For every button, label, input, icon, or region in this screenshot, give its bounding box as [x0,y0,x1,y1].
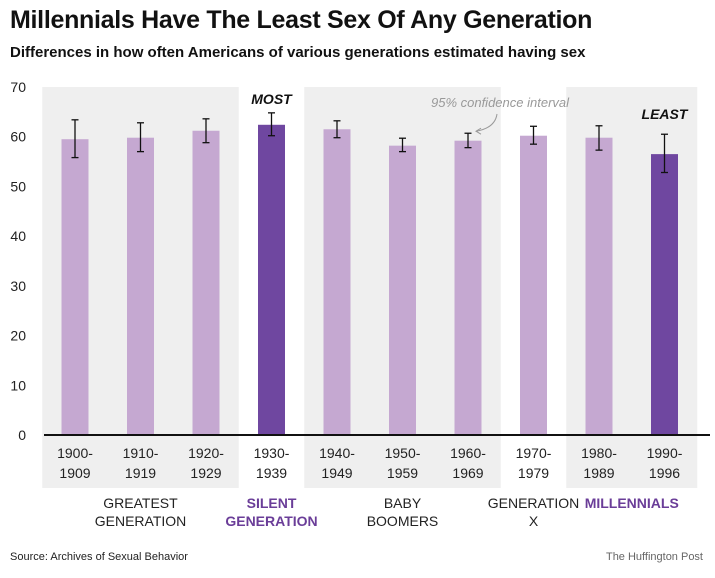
x-tick-label-1-line1: 1910- [123,445,159,461]
x-tick-label-6-line2: 1969 [452,465,483,481]
x-tick-label-7-line2: 1979 [518,465,549,481]
y-tick-label-30: 30 [10,278,26,294]
y-tick-label-0: 0 [18,427,26,443]
generation-label-1-line1: SILENT [247,495,297,511]
y-tick-label-10: 10 [10,377,26,393]
source-note: Source: Archives of Sexual Behavior [10,551,188,563]
y-tick-label-20: 20 [10,328,26,344]
x-tick-label-9-line2: 1996 [649,465,680,481]
y-tick-label-60: 60 [10,129,26,145]
bar-chart: 0 10 20 30 40 50 60 70 1900- 1909 1910- 1919 1920- 19… [10,79,710,529]
x-tick-label-0-line1: 1900- [57,445,93,461]
bar-2 [192,130,220,435]
x-tick-label-1-line2: 1919 [125,465,156,481]
y-tick-label-40: 40 [10,228,26,244]
y-tick-label-70: 70 [10,79,26,95]
x-tick-label-3-line2: 1939 [256,465,287,481]
bar-6 [454,140,482,436]
generation-label-1-line2: GENERATION [225,513,317,529]
ci-annotation-arrowhead [475,127,482,135]
x-tick-label-2-line1: 1920- [188,445,224,461]
x-tick-label-7-line1: 1970- [516,445,552,461]
annotation-confidence-interval: 95% confidence interval [431,95,570,110]
x-tick-label-0-line2: 1909 [59,465,90,481]
x-tick-label-8-line1: 1980- [581,445,617,461]
bar-7 [520,135,547,435]
x-tick-label-4-line1: 1940- [319,445,355,461]
ci-annotation-arrow [475,113,498,132]
x-tick-label-4-line2: 1949 [321,465,352,481]
x-tick-label-9-line1: 1990- [647,445,683,461]
generation-label-4: MILLENNIALS [585,495,679,511]
bar-8 [585,137,613,436]
x-tick-label-8-line2: 1989 [583,465,614,481]
generation-label-3-line2: X [529,513,539,529]
generation-label-0-line2: GENERATION [95,513,187,529]
annotation-least: LEAST [642,106,689,122]
chart-subtitle: Differences in how often Americans of va… [10,44,586,61]
y-tick-label-50: 50 [10,178,26,194]
x-tick-label-6-line1: 1960- [450,445,486,461]
x-tick-label-3-line1: 1930- [254,445,290,461]
generation-label-2-line2: BOOMERS [367,513,439,529]
bar-3 [258,124,285,435]
generation-label-2-line1: BABY [384,495,422,511]
bar-1 [127,137,154,436]
generation-label-0-line1: GREATEST [103,495,178,511]
bar-9 [651,154,678,435]
x-tick-label-5-line1: 1950- [385,445,421,461]
annotation-most: MOST [251,91,293,107]
chart-title: Millennials Have The Least Sex Of Any Ge… [10,6,593,34]
generation-label-3-line1: GENERATION [488,495,580,511]
credit-note: The Huffington Post [605,551,703,563]
bar-4 [323,129,351,435]
bar-5 [389,145,416,436]
x-tick-label-5-line2: 1959 [387,465,418,481]
x-tick-label-2-line2: 1929 [190,465,221,481]
bar-0 [61,139,89,435]
